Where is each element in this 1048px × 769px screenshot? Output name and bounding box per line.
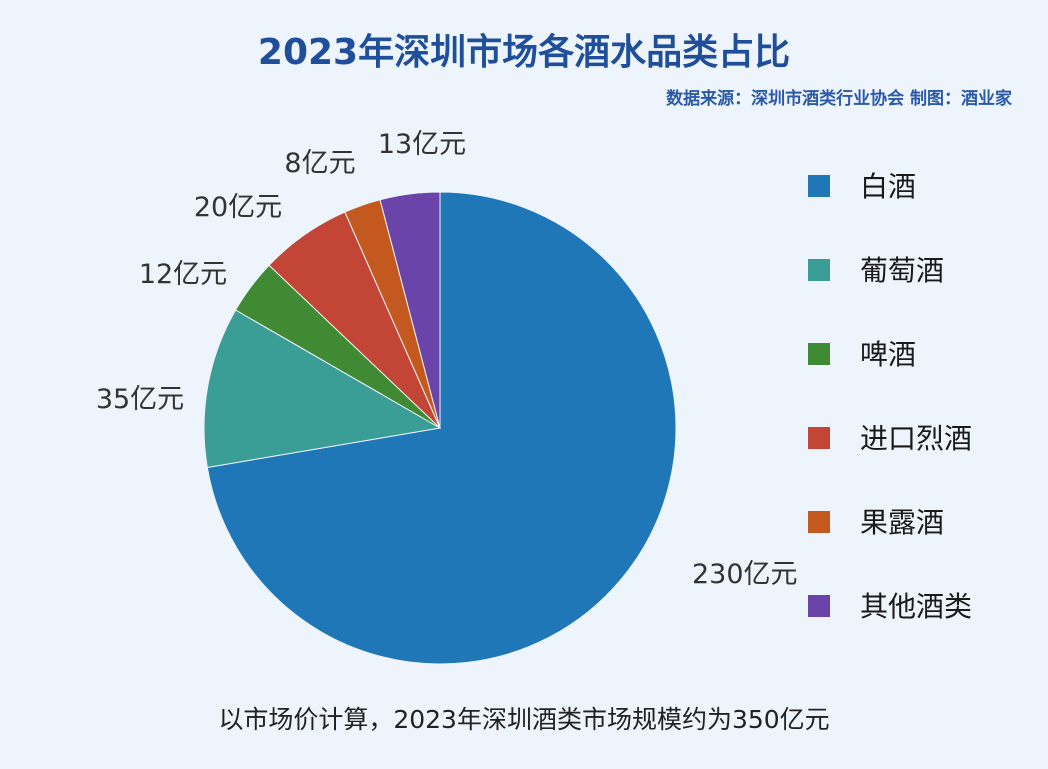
pie-slice-0	[206, 191, 677, 665]
legend-swatch-4	[808, 511, 830, 533]
data-label-3: 20亿元	[194, 192, 282, 223]
pie-slices	[203, 191, 677, 665]
legend-swatch-5	[808, 595, 830, 617]
data-label-0: 230亿元	[692, 559, 798, 590]
legend-swatch-3	[808, 427, 830, 449]
legend-label-0: 白酒	[860, 170, 916, 203]
legend-swatch-2	[808, 343, 830, 365]
chart-subtitle: 数据来源：深圳市酒类行业协会 制图：酒业家	[666, 88, 1012, 109]
legend-swatch-1	[808, 259, 830, 281]
legend-label-1: 葡萄酒	[860, 254, 944, 287]
legend-swatch-0	[808, 175, 830, 197]
chart-footnote: 以市场价计算，2023年深圳酒类市场规模约为350亿元	[218, 705, 829, 734]
legend-label-3: 进口烈酒	[860, 422, 972, 455]
legend-label-2: 啤酒	[860, 338, 916, 371]
data-label-4: 8亿元	[284, 148, 355, 179]
data-label-5: 13亿元	[378, 129, 466, 160]
pie-slice-5	[379, 191, 441, 429]
data-label-2: 12亿元	[139, 259, 227, 290]
legend-label-5: 其他酒类	[860, 590, 972, 623]
data-label-1: 35亿元	[96, 384, 184, 415]
chart-title: 2023年深圳市场各酒水品类占比	[258, 32, 790, 73]
pie-slice-1	[203, 309, 442, 469]
legend-label-4: 果露酒	[860, 506, 944, 539]
